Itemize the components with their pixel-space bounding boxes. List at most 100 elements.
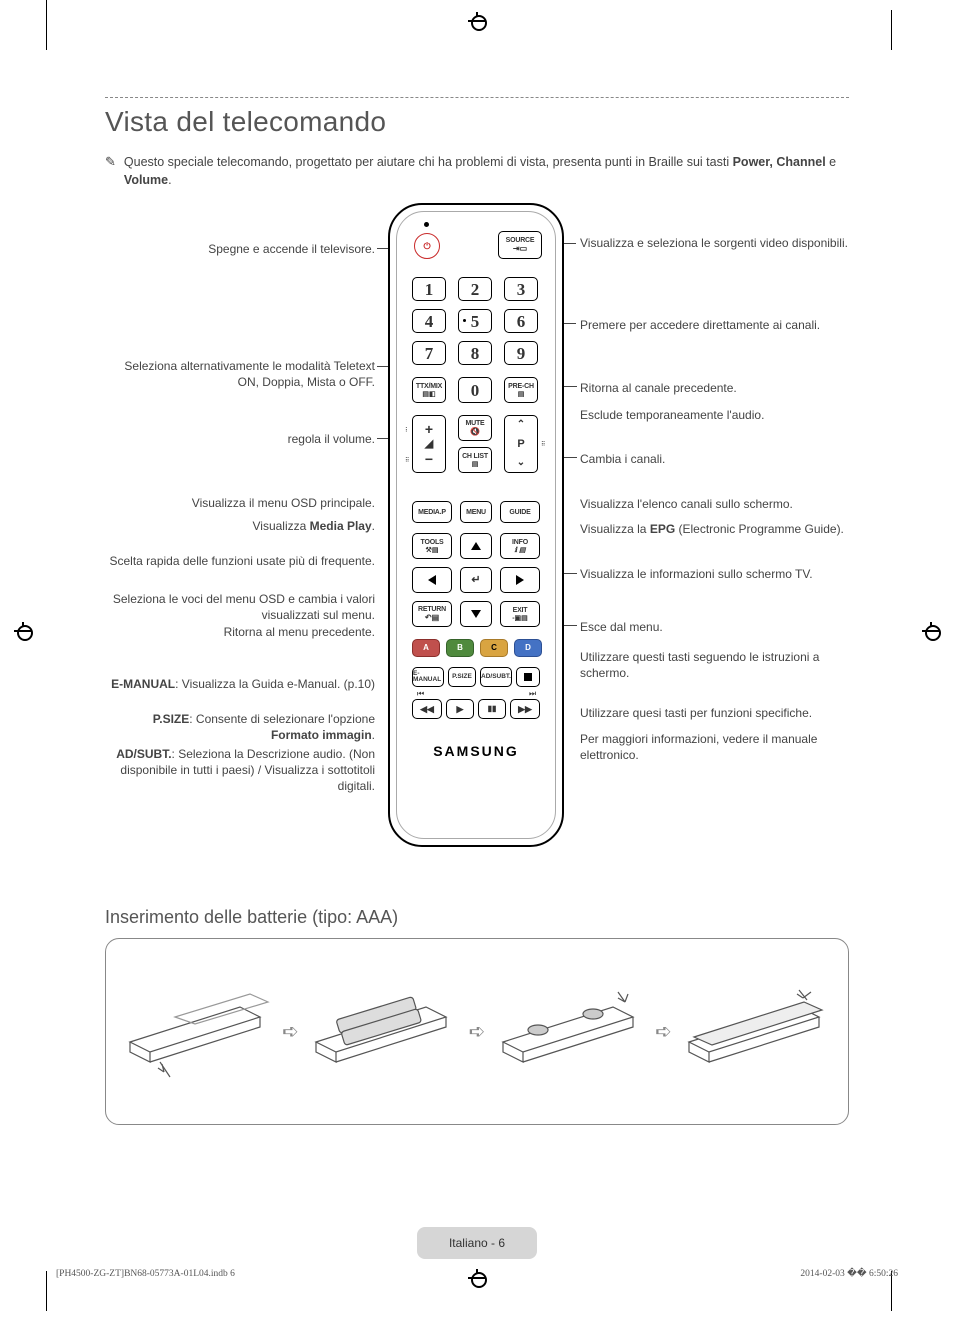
registration-mark-top [468,12,486,30]
btn-exit: EXIT-▣▤ [500,601,540,627]
btn-psize: P.SIZE [448,667,476,687]
footer-date: 2014-02-03 �� 6:50:26 [800,1268,898,1279]
btn-b: B [446,639,474,657]
btn-0: 0 [458,377,492,403]
remote-body: ⏻ SOURCE ⇥▭ 1 2 3 4 5 6 7 8 9 TTX/MIX▤◧ … [388,203,564,847]
btn-up [460,533,492,559]
btn-guide: GUIDE [500,501,540,523]
label-osd: Visualizza il menu OSD principale. [105,495,375,511]
label-chlist: Visualizza l'elenco canali sullo schermo… [580,496,850,512]
braille-dots: ⠿ [405,457,409,464]
btn-tools: TOOLS⚒▤ [412,533,452,559]
label-prech: Ritorna al canale precedente. [580,380,850,396]
btn-pause: ▮▮ [478,699,506,719]
btn-4: 4 [412,309,446,333]
note-pre: Questo speciale telecomando, progettato … [124,155,733,169]
skip-back-icon: ⏮ [417,689,424,699]
battery-step-2 [306,972,461,1092]
label-trans2: Per maggiori informazioni, vedere il man… [580,731,850,763]
crop-mark [46,1271,47,1311]
label-trans1: Utilizzare quesi tasti per funzioni spec… [580,705,850,721]
arrow-icon: ➪ [469,1019,486,1044]
battery-heading: Inserimento delle batterie (tipo: AAA) [105,907,849,928]
label-source: Visualizza e seleziona le sorgenti video… [580,235,850,251]
label-exit: Esce dal menu. [580,619,850,635]
btn-ff: ▶▶ [510,699,540,719]
battery-step-3 [493,972,648,1092]
registration-mark-bottom [468,1269,486,1287]
skip-fwd-icon: ⏭ [529,689,536,699]
btn-enter: ↵ [460,567,492,593]
braille-dots: ⠿ [541,441,545,448]
note-icon: ✎ [105,154,116,171]
label-mute: Esclude temporaneamente l'audio. [580,407,850,423]
label-return: Ritorna al menu precedente. [105,624,375,640]
btn-a: A [412,639,440,657]
note-after: . [168,173,171,187]
btn-volume: + ◢ − [412,415,446,473]
btn-rw: ◀◀ [412,699,442,719]
braille-note: ✎ Questo speciale telecomando, progettat… [105,154,849,189]
btn-play: ▶ [446,699,474,719]
label-info: Visualizza le informazioni sullo schermo… [580,566,850,582]
btn-c: C [480,639,508,657]
power-button: ⏻ [414,233,440,259]
label-ch: Cambia i canali. [580,451,850,467]
source-button: SOURCE ⇥▭ [498,231,542,259]
registration-mark-right [922,622,940,640]
btn-chlist: CH LIST▤ [458,447,492,473]
btn-8: 8 [458,341,492,365]
label-nav: Seleziona le voci del menu OSD e cambia … [105,591,375,623]
btn-d: D [514,639,542,657]
label-tools: Scelta rapida delle funzioni usate più d… [105,553,375,569]
battery-step-4 [679,972,834,1092]
dashed-separator [105,97,849,98]
btn-right [500,567,540,593]
btn-channel: ⌃ P ⌄ [504,415,538,473]
registration-mark-left [14,622,32,640]
label-number: Premere per accedere direttamente ai can… [580,317,850,333]
btn-6: 6 [504,309,538,333]
btn-7: 7 [412,341,446,365]
btn-return: RETURN↶▤ [412,601,452,627]
arrow-icon: ➪ [655,1019,672,1044]
braille-dots: ⠇ [405,427,409,434]
btn-left [412,567,452,593]
footer-file: [PH4500-ZG-ZT]BN68-05773A-01L04.indb 6 [56,1269,235,1279]
btn-emanual: E-MANUAL [412,667,444,687]
note-text: Questo speciale telecomando, progettato … [124,154,849,189]
note-mid: e [826,155,836,169]
battery-step-1 [120,972,275,1092]
page-title: Vista del telecomando [105,106,849,138]
label-adsubt: AD/SUBT.: Seleziona la Descrizione audio… [105,746,375,795]
label-psize: P.SIZE: Consente di selezionare l'opzion… [105,711,375,743]
btn-9: 9 [504,341,538,365]
battery-diagram: ➪ ➪ [105,938,849,1125]
btn-1: 1 [412,277,446,301]
label-volume: regola il volume. [105,431,375,447]
btn-adsubt: AD/SUBT. [480,667,512,687]
crop-mark [891,10,892,50]
brand: SAMSUNG [390,743,562,759]
btn-3: 3 [504,277,538,301]
btn-5: 5 [458,309,492,333]
note-b1: Power, Channel [733,155,826,169]
btn-ttxmix: TTX/MIX▤◧ [412,377,446,403]
btn-mediap: MEDIA.P [412,501,452,523]
btn-stop [516,667,540,687]
page-footer-tab: Italiano - 6 [417,1227,537,1259]
label-power: Spegne e accende il televisore. [105,241,375,257]
note-b2: Volume [124,173,168,187]
crop-mark [46,10,47,50]
page-content: Vista del telecomando ✎ Questo speciale … [105,97,849,1125]
btn-mute: MUTE🔇 [458,415,492,441]
label-abcd: Utilizzare questi tasti seguendo le istr… [580,649,850,681]
btn-menu: MENU [460,501,492,523]
btn-2: 2 [458,277,492,301]
remote-diagram: Spegne e accende il televisore. Selezion… [105,203,849,883]
label-emanual: E-MANUAL: Visualizza la Guida e-Manual. … [105,676,375,692]
btn-down [460,601,492,627]
arrow-icon: ➪ [282,1019,299,1044]
label-ttx: Seleziona alternativamente le modalità T… [105,358,375,390]
btn-info: INFOℹ ▤ [500,533,540,559]
